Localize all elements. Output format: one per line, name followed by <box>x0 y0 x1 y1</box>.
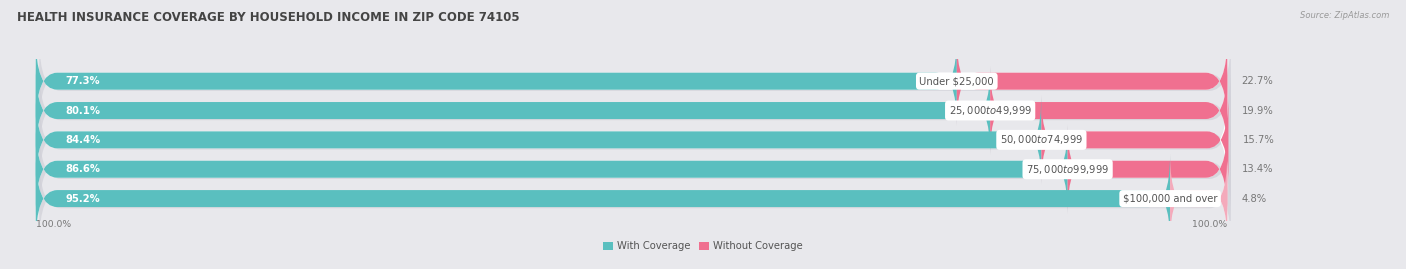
Text: 100.0%: 100.0% <box>1192 220 1227 229</box>
Text: 84.4%: 84.4% <box>66 135 101 145</box>
FancyBboxPatch shape <box>35 37 1227 126</box>
FancyBboxPatch shape <box>35 125 1227 214</box>
FancyBboxPatch shape <box>990 66 1227 155</box>
FancyBboxPatch shape <box>35 37 957 126</box>
FancyBboxPatch shape <box>39 97 1230 185</box>
Text: 22.7%: 22.7% <box>1241 76 1274 86</box>
FancyBboxPatch shape <box>35 154 1170 243</box>
Text: 100.0%: 100.0% <box>35 220 70 229</box>
Text: Under $25,000: Under $25,000 <box>920 76 994 86</box>
Text: $25,000 to $49,999: $25,000 to $49,999 <box>949 104 1032 117</box>
Text: 86.6%: 86.6% <box>66 164 101 174</box>
FancyBboxPatch shape <box>39 126 1230 215</box>
FancyBboxPatch shape <box>1170 154 1227 243</box>
FancyBboxPatch shape <box>39 68 1230 156</box>
Text: 19.9%: 19.9% <box>1241 105 1274 115</box>
Text: HEALTH INSURANCE COVERAGE BY HOUSEHOLD INCOME IN ZIP CODE 74105: HEALTH INSURANCE COVERAGE BY HOUSEHOLD I… <box>17 11 519 24</box>
FancyBboxPatch shape <box>35 66 990 155</box>
FancyBboxPatch shape <box>1067 125 1227 214</box>
Text: $50,000 to $74,999: $50,000 to $74,999 <box>1000 133 1083 146</box>
FancyBboxPatch shape <box>35 95 1042 184</box>
FancyBboxPatch shape <box>957 37 1227 126</box>
Text: 15.7%: 15.7% <box>1243 135 1274 145</box>
Text: 95.2%: 95.2% <box>66 194 100 204</box>
FancyBboxPatch shape <box>1042 95 1229 184</box>
FancyBboxPatch shape <box>39 38 1230 127</box>
FancyBboxPatch shape <box>35 154 1227 243</box>
Text: 13.4%: 13.4% <box>1241 164 1272 174</box>
FancyBboxPatch shape <box>39 155 1230 244</box>
Text: Source: ZipAtlas.com: Source: ZipAtlas.com <box>1299 11 1389 20</box>
Text: 80.1%: 80.1% <box>66 105 101 115</box>
Legend: With Coverage, Without Coverage: With Coverage, Without Coverage <box>603 241 803 251</box>
Text: $75,000 to $99,999: $75,000 to $99,999 <box>1026 163 1109 176</box>
Text: $100,000 and over: $100,000 and over <box>1123 194 1218 204</box>
FancyBboxPatch shape <box>35 95 1227 184</box>
Text: 77.3%: 77.3% <box>66 76 100 86</box>
FancyBboxPatch shape <box>35 66 1227 155</box>
Text: 4.8%: 4.8% <box>1241 194 1267 204</box>
FancyBboxPatch shape <box>35 125 1067 214</box>
